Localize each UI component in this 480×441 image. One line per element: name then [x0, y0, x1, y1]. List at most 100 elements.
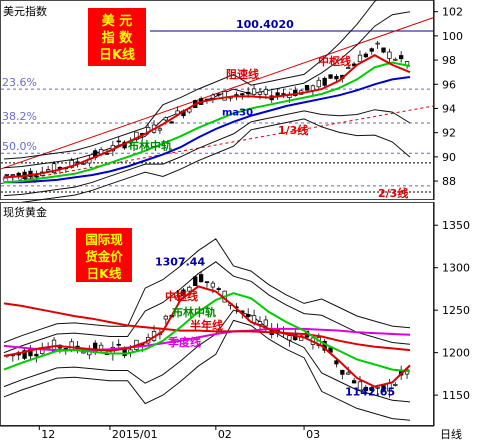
lower-candle-body: [210, 282, 216, 288]
lower-candle-body: [198, 274, 204, 283]
upper-percent-level-label: 50.0%: [2, 140, 37, 153]
lower-candle-body: [193, 276, 198, 287]
upper-candle-body: [134, 131, 139, 140]
upper-candle-body: [16, 172, 21, 176]
upper-candle-body: [34, 175, 39, 178]
lower-candle-body: [363, 386, 369, 392]
lower-quarter-label: 季度线: [167, 335, 201, 349]
upper-badge-line-1: 美 元: [102, 13, 133, 29]
lower-badge-line-1: 国际现: [85, 232, 123, 247]
upper-y-tick-label: 96: [442, 78, 456, 91]
upper-candle-body: [357, 54, 363, 63]
upper-candle-body: [222, 91, 227, 101]
x-axis-tick-label: 03: [306, 428, 320, 441]
upper-y-tick-label: 90: [442, 151, 456, 164]
lower-bollinger-mid-line: [3, 292, 411, 373]
upper-pivot-line: [3, 54, 411, 179]
upper-y-tick-label: 88: [442, 175, 456, 188]
upper-candle-body: [281, 93, 286, 95]
upper-candle-body: [399, 55, 404, 60]
lower-bollinger-upper: [3, 261, 411, 354]
upper-badge: 美 元 指 数 日K线: [88, 8, 146, 66]
upper-candle-body: [81, 163, 86, 165]
upper-candle-body: [322, 77, 327, 86]
lower-candle-body: [204, 281, 210, 283]
upper-candle-body: [393, 58, 398, 61]
lower-half-year-line: [3, 302, 411, 352]
upper-pivot-label: 中枢线: [318, 54, 351, 68]
lower-outer-upper: [3, 238, 411, 343]
upper-candle-body: [104, 153, 110, 155]
lower-y-tick-label: 1350: [442, 219, 470, 232]
lower-high-value-label: 1307.44: [155, 255, 205, 268]
lower-candle-body: [334, 360, 339, 365]
upper-candle-body: [381, 47, 386, 53]
lower-candle-body: [116, 343, 121, 346]
lower-bollinger-lower: [3, 309, 411, 403]
upper-one-third-ray: [0, 105, 434, 184]
lower-badge-box: [76, 228, 132, 282]
upper-candle-body: [163, 117, 168, 121]
upper-candle-body: [4, 174, 10, 176]
upper-badge-line-2: 指 数: [102, 30, 134, 46]
upper-two-thirds-label: 2/3线: [378, 186, 408, 200]
lower-badge-line-3: 日K线: [87, 266, 122, 281]
upper-candle-body: [116, 140, 121, 143]
upper-candle-body: [304, 84, 310, 91]
upper-candle-body: [369, 48, 374, 52]
upper-panel: 23.6%38.2%50.0%61.8% 100.4020阻速线中枢线ma30布…: [0, 0, 463, 205]
x-axis-period-label: 日线: [440, 427, 462, 441]
upper-candle-body: [275, 92, 280, 96]
upper-ma30-label: ma30: [222, 108, 253, 119]
upper-candle-body: [363, 53, 369, 58]
lower-half-year-label: 半年线: [190, 318, 223, 332]
upper-one-third-label: 1/3线: [278, 123, 308, 137]
lower-low-value-label: 1142.65: [345, 385, 395, 398]
lower-panel-title: 现货黄金: [3, 205, 47, 219]
upper-candle-body: [246, 91, 251, 95]
upper-panel-title: 美元指数: [3, 4, 47, 18]
upper-outer-upper: [3, 0, 378, 160]
lower-candle-body: [175, 295, 180, 301]
upper-candle-body: [334, 76, 339, 80]
upper-candle-body: [240, 93, 245, 96]
lower-pivot-line: [3, 285, 411, 388]
upper-y-tick-label: 100: [442, 30, 463, 43]
lower-y-tick-label: 1250: [442, 304, 470, 317]
lower-candle-body: [187, 286, 192, 292]
upper-candle-body: [51, 163, 57, 173]
upper-y-tick-label: 94: [442, 102, 456, 115]
lower-candle-body: [393, 384, 398, 386]
upper-ma30-line: [4, 76, 411, 184]
upper-candle-body: [216, 93, 221, 96]
upper-candle-body: [346, 67, 351, 69]
lower-candle-body: [263, 319, 268, 327]
upper-candle-body: [169, 121, 174, 124]
upper-bollinger-mid-line: [3, 61, 411, 184]
upper-candle-body: [157, 128, 163, 131]
upper-y-tick-label: 102: [442, 6, 463, 19]
upper-candle-body: [210, 94, 216, 99]
upper-candle-body: [10, 174, 15, 176]
lower-y-tick-label: 1300: [442, 262, 470, 275]
upper-resistance-label: 阻速线: [226, 67, 259, 81]
upper-candle-body: [387, 51, 392, 59]
upper-candle-body: [263, 89, 268, 95]
upper-candle-body: [316, 79, 321, 88]
lower-badge-line-2: 货金价: [85, 249, 123, 264]
upper-candle-body: [375, 42, 380, 45]
lower-bollinger-mid-label: 布林中轨: [172, 305, 216, 319]
upper-bollinger-mid-label: 布林中轨: [128, 139, 172, 153]
lower-candle-body: [340, 369, 345, 375]
upper-bollinger-lower: [3, 109, 411, 197]
lower-candle-body: [381, 385, 386, 392]
x-axis-tick-label: 02: [218, 428, 232, 441]
upper-resistance-ray: [0, 17, 434, 170]
lower-candle-body: [246, 314, 251, 318]
x-axis-tick-label: 12: [41, 428, 55, 441]
lower-candle-body: [357, 381, 363, 391]
lower-candle-body: [181, 289, 186, 297]
lower-candle-body: [369, 387, 374, 392]
